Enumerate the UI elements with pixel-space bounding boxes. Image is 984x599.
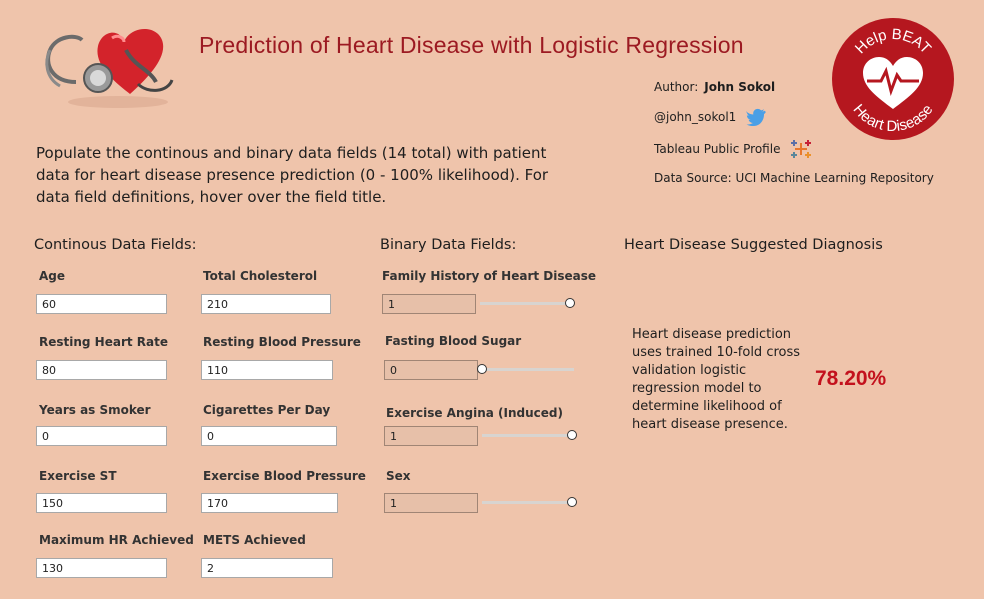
resting-blood-pressure-input[interactable]: [201, 360, 333, 380]
diagnosis-heading: Heart Disease Suggested Diagnosis: [624, 237, 883, 253]
continuous-heading: Continous Data Fields:: [34, 237, 197, 253]
field-label-resting-heart-rate[interactable]: Resting Heart Rate: [39, 335, 169, 349]
author-label: Author:: [654, 80, 699, 94]
field-label-cigarettes-per-day[interactable]: Cigarettes Per Day: [203, 403, 331, 417]
sex-input[interactable]: [384, 493, 478, 513]
twitter-bird-icon[interactable]: [745, 108, 768, 126]
heart-pulse-icon: [863, 57, 923, 109]
author-name: John Sokol: [704, 80, 776, 94]
family-history-slider-handle[interactable]: [565, 298, 575, 308]
field-label-years-as-smoker[interactable]: Years as Smoker: [39, 403, 151, 417]
field-label-total-cholesterol[interactable]: Total Cholesterol: [203, 269, 318, 283]
twitter-link[interactable]: @john_sokol1: [654, 108, 768, 126]
prediction-percentage: 78.20%: [815, 367, 887, 390]
field-label-age[interactable]: Age: [39, 269, 66, 283]
total-cholesterol-input[interactable]: [201, 294, 331, 314]
field-label-exercise-angina[interactable]: Exercise Angina (Induced): [386, 406, 563, 420]
exercise-blood-pressure-input[interactable]: [201, 493, 338, 513]
sex-slider-track[interactable]: [482, 501, 572, 504]
family-history-slider-track[interactable]: [480, 302, 570, 305]
field-label-resting-blood-pressure[interactable]: Resting Blood Pressure: [203, 335, 361, 349]
twitter-handle[interactable]: @john_sokol1: [654, 110, 737, 124]
exercise-angina-input[interactable]: [384, 426, 478, 446]
diagnosis-description: Heart disease prediction uses trained 10…: [632, 327, 801, 432]
fasting-blood-sugar-input[interactable]: [384, 360, 478, 380]
mets-achieved-input[interactable]: [201, 558, 333, 578]
help-beat-logo: Help BEAT Heart Disease: [831, 17, 955, 141]
exercise-angina-slider-handle[interactable]: [567, 430, 577, 440]
tableau-plus-icon[interactable]: [790, 138, 812, 160]
binary-heading: Binary Data Fields:: [380, 237, 517, 253]
data-source-text: Data Source: UCI Machine Learning Reposi…: [654, 171, 934, 185]
exercise-angina-slider-track[interactable]: [482, 434, 572, 437]
resting-heart-rate-input[interactable]: [36, 360, 167, 380]
cigarettes-per-day-input[interactable]: [201, 426, 337, 446]
exercise-st-input[interactable]: [36, 493, 167, 513]
field-label-family-history[interactable]: Family History of Heart Disease: [382, 269, 597, 283]
field-label-exercise-st[interactable]: Exercise ST: [39, 469, 117, 483]
tableau-profile-link[interactable]: Tableau Public Profile: [654, 138, 812, 160]
field-label-maximum-hr[interactable]: Maximum HR Achieved: [39, 533, 194, 547]
maximum-hr-input[interactable]: [36, 558, 167, 578]
author-line: Author: John Sokol: [654, 80, 775, 94]
field-label-sex[interactable]: Sex: [386, 469, 411, 483]
field-label-exercise-blood-pressure[interactable]: Exercise Blood Pressure: [203, 469, 366, 483]
fasting-blood-sugar-slider-track[interactable]: [482, 368, 574, 371]
years-as-smoker-input[interactable]: [36, 426, 167, 446]
intro-text: Populate the continous and binary data f…: [36, 144, 549, 206]
fasting-blood-sugar-slider-handle[interactable]: [477, 364, 487, 374]
sex-slider-handle[interactable]: [567, 497, 577, 507]
family-history-input[interactable]: [382, 294, 476, 314]
tableau-profile-label[interactable]: Tableau Public Profile: [654, 142, 781, 156]
page-title: Prediction of Heart Disease with Logisti…: [199, 32, 744, 58]
heart-stethoscope-icon: [38, 20, 176, 112]
field-label-fasting-blood-sugar[interactable]: Fasting Blood Sugar: [385, 334, 522, 348]
age-input[interactable]: [36, 294, 167, 314]
field-label-mets-achieved[interactable]: METS Achieved: [203, 533, 306, 547]
data-source-line: Data Source: UCI Machine Learning Reposi…: [654, 171, 934, 185]
